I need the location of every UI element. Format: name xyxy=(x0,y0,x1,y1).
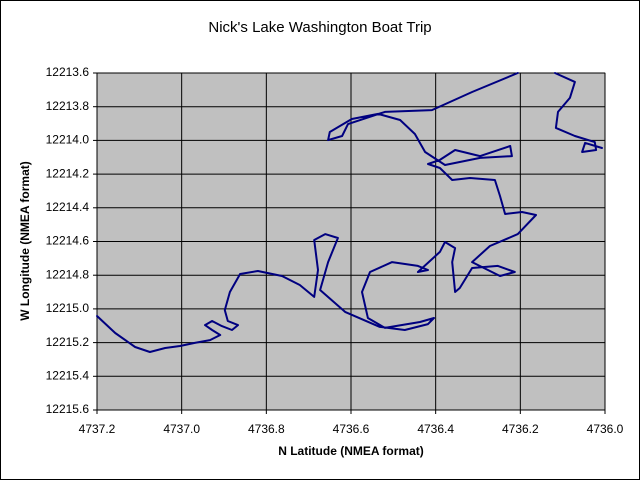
y-tick-label: 12214.6 xyxy=(46,234,90,248)
y-tick-label: 12213.8 xyxy=(46,99,90,113)
y-tick-label: 12214.2 xyxy=(46,166,90,180)
x-tick-label: 4736.6 xyxy=(333,422,370,436)
y-tick-label: 12214.0 xyxy=(46,133,90,147)
y-tick-label: 12215.6 xyxy=(46,402,90,416)
y-tick-label: 12214.8 xyxy=(46,267,90,281)
x-tick-label: 4736.4 xyxy=(417,422,454,436)
y-tick-label: 12215.2 xyxy=(46,335,90,349)
chart-title: Nick's Lake Washington Boat Trip xyxy=(208,19,431,36)
x-tick-label: 4737.0 xyxy=(163,422,200,436)
track-line xyxy=(96,72,603,353)
x-tick-label: 4736.2 xyxy=(502,422,539,436)
y-tick-label: 12215.4 xyxy=(46,368,90,382)
x-tick-label: 4737.2 xyxy=(79,422,116,436)
y-tick-label: 12214.4 xyxy=(46,200,90,214)
y-tick-label: 12215.0 xyxy=(46,301,90,315)
y-tick-label: 12213.6 xyxy=(46,65,90,79)
x-tick-label: 4736.0 xyxy=(587,422,624,436)
x-tick-label: 4736.8 xyxy=(248,422,285,436)
x-axis-title: N Latitude (NMEA format) xyxy=(278,444,424,458)
y-axis-title: W Longitude (NMEA format) xyxy=(18,161,32,321)
